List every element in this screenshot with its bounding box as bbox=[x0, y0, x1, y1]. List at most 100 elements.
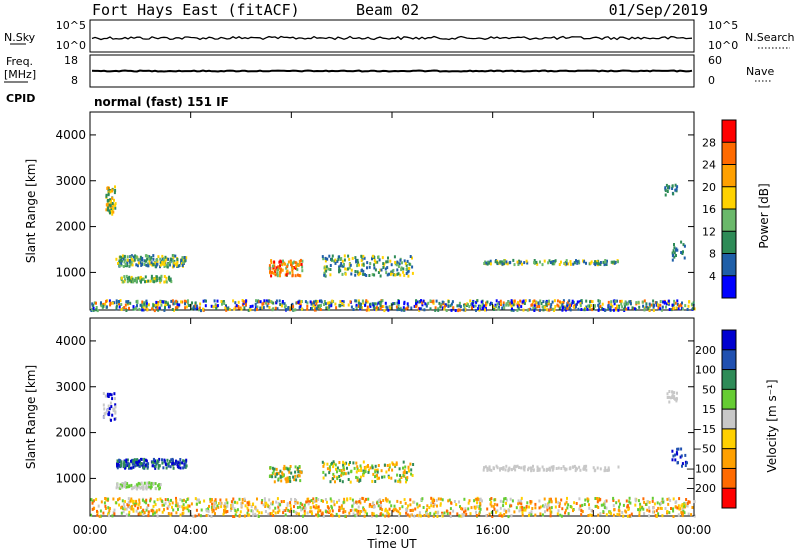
echo-mark bbox=[555, 500, 558, 504]
echo-mark bbox=[691, 307, 694, 311]
echo-mark bbox=[645, 305, 648, 309]
echo-mark bbox=[510, 299, 513, 303]
echo-mark bbox=[138, 501, 141, 505]
echo-mark bbox=[123, 260, 126, 264]
echo-mark bbox=[371, 464, 374, 468]
echo-mark bbox=[166, 458, 169, 462]
echo-mark bbox=[283, 500, 285, 503]
echo-mark bbox=[449, 507, 452, 511]
echo-mark bbox=[564, 508, 567, 512]
echo-mark bbox=[122, 510, 125, 514]
echo-mark bbox=[163, 458, 166, 462]
echo-mark bbox=[645, 503, 648, 506]
echo-mark bbox=[245, 299, 248, 303]
echo-mark bbox=[368, 468, 370, 472]
echo-mark bbox=[373, 273, 376, 277]
echo-mark bbox=[126, 485, 129, 489]
echo-mark bbox=[297, 264, 300, 267]
echo-mark bbox=[181, 505, 184, 509]
echo-mark bbox=[441, 300, 444, 304]
echo-mark bbox=[399, 512, 402, 516]
echo-mark bbox=[317, 304, 320, 308]
echo-mark bbox=[339, 479, 341, 483]
echo-mark bbox=[332, 465, 335, 469]
echo-mark bbox=[157, 301, 159, 304]
echo-mark bbox=[378, 300, 381, 304]
echo-mark bbox=[365, 465, 368, 469]
echo-mark bbox=[416, 505, 419, 509]
echo-mark bbox=[162, 300, 165, 304]
echo-mark bbox=[281, 304, 283, 308]
echo-mark bbox=[373, 256, 376, 260]
echo-mark bbox=[340, 469, 343, 472]
echo-mark bbox=[429, 511, 432, 515]
echo-mark bbox=[95, 301, 97, 305]
echo-mark bbox=[120, 460, 123, 464]
echo-mark bbox=[661, 497, 664, 501]
echo-mark bbox=[356, 264, 359, 268]
echo-mark bbox=[612, 513, 615, 517]
echo-mark bbox=[361, 496, 364, 500]
echo-mark bbox=[668, 511, 671, 515]
echo-mark bbox=[435, 299, 438, 303]
echo-mark bbox=[299, 479, 302, 483]
echo-mark bbox=[518, 501, 521, 505]
echo-mark bbox=[367, 464, 369, 467]
echo-mark bbox=[147, 510, 150, 514]
echo-mark bbox=[566, 506, 569, 510]
echo-mark bbox=[233, 307, 236, 311]
echo-mark bbox=[564, 502, 567, 506]
echo-mark bbox=[290, 497, 293, 501]
echo-mark bbox=[343, 262, 345, 266]
echo-mark bbox=[628, 300, 631, 304]
echo-mark bbox=[684, 501, 687, 505]
echo-mark bbox=[256, 308, 258, 311]
echo-mark bbox=[184, 302, 186, 306]
echo-mark bbox=[177, 461, 180, 465]
echo-mark bbox=[399, 474, 402, 478]
x-tick-label: 00:00 bbox=[73, 523, 108, 537]
echo-mark bbox=[420, 498, 423, 502]
echo-mark bbox=[467, 501, 470, 505]
echo-mark bbox=[362, 269, 365, 273]
echo-mark bbox=[102, 302, 105, 306]
echo-mark bbox=[379, 274, 382, 278]
echo-mark bbox=[286, 503, 289, 507]
echo-mark bbox=[283, 261, 286, 265]
echo-mark bbox=[375, 468, 378, 472]
echo-mark bbox=[142, 484, 145, 488]
echo-mark bbox=[406, 509, 408, 513]
echo-mark bbox=[388, 476, 390, 480]
echo-mark bbox=[106, 208, 109, 212]
echo-mark bbox=[317, 505, 320, 509]
echo-mark bbox=[580, 513, 583, 517]
echo-mark bbox=[602, 503, 605, 507]
echo-mark bbox=[223, 302, 226, 305]
echo-mark bbox=[429, 307, 432, 311]
echo-mark bbox=[325, 306, 328, 310]
echo-mark bbox=[580, 509, 583, 513]
echo-mark bbox=[127, 504, 130, 508]
echo-mark bbox=[490, 500, 493, 504]
echo-mark bbox=[110, 405, 113, 409]
echo-mark bbox=[241, 498, 244, 501]
echo-mark bbox=[260, 501, 263, 505]
echo-mark bbox=[456, 304, 459, 308]
echo-mark bbox=[272, 271, 275, 275]
echo-mark bbox=[396, 499, 399, 503]
velocity-ylabel: Slant Range [km] bbox=[24, 365, 38, 469]
echo-mark bbox=[464, 509, 467, 513]
nave-tick-bottom: 0 bbox=[708, 74, 715, 87]
echo-mark bbox=[172, 264, 175, 268]
echo-mark bbox=[184, 306, 187, 310]
echo-mark bbox=[269, 270, 272, 273]
echo-mark bbox=[374, 475, 376, 479]
echo-mark bbox=[409, 503, 412, 507]
power-ytick-label: 1000 bbox=[55, 265, 86, 279]
echo-mark bbox=[233, 515, 236, 518]
echo-mark bbox=[280, 500, 283, 504]
echo-mark bbox=[594, 304, 596, 308]
echo-mark bbox=[230, 500, 233, 504]
echo-mark bbox=[298, 512, 300, 516]
echo-mark bbox=[604, 466, 607, 470]
